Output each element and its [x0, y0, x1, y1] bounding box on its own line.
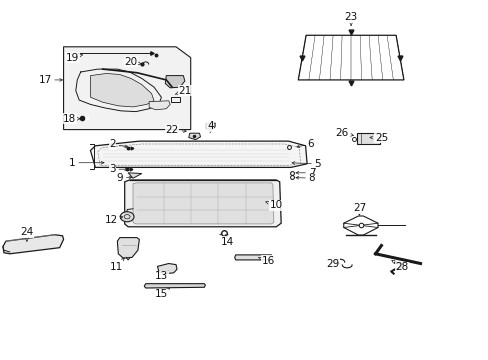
- Text: 19: 19: [65, 53, 82, 63]
- Text: 21: 21: [175, 86, 191, 96]
- Text: 1: 1: [69, 158, 104, 168]
- Polygon shape: [157, 264, 177, 274]
- Text: 3: 3: [109, 164, 127, 174]
- Circle shape: [120, 212, 134, 222]
- Text: 18: 18: [62, 114, 80, 124]
- Text: 23: 23: [344, 12, 357, 26]
- Polygon shape: [188, 133, 200, 140]
- Bar: [356, 133, 380, 144]
- Text: 10: 10: [265, 200, 282, 210]
- Polygon shape: [128, 173, 142, 178]
- Text: 5: 5: [291, 159, 321, 169]
- Text: 13: 13: [154, 271, 168, 282]
- Text: 6: 6: [296, 139, 313, 149]
- Text: 29: 29: [325, 258, 339, 269]
- Text: 2: 2: [109, 139, 127, 149]
- Polygon shape: [149, 101, 170, 110]
- Polygon shape: [90, 73, 154, 107]
- Text: 9: 9: [116, 173, 132, 183]
- Text: 16: 16: [258, 256, 274, 266]
- Text: 24: 24: [20, 227, 34, 241]
- Polygon shape: [3, 235, 63, 254]
- Text: 25: 25: [369, 132, 387, 143]
- Polygon shape: [63, 47, 190, 130]
- Polygon shape: [144, 284, 205, 288]
- Polygon shape: [234, 255, 272, 260]
- Text: 4: 4: [206, 121, 213, 132]
- Polygon shape: [124, 180, 281, 227]
- Text: 7: 7: [295, 168, 315, 178]
- Text: 8: 8: [295, 173, 315, 183]
- Text: 11: 11: [109, 258, 124, 272]
- Polygon shape: [90, 141, 306, 167]
- Polygon shape: [133, 183, 273, 224]
- Text: 14: 14: [220, 235, 234, 247]
- Text: 22: 22: [165, 125, 186, 135]
- Text: 26: 26: [335, 128, 353, 138]
- Polygon shape: [206, 123, 215, 129]
- Text: 20: 20: [124, 57, 141, 67]
- Text: 27: 27: [352, 203, 366, 215]
- Polygon shape: [165, 76, 184, 88]
- Polygon shape: [117, 238, 139, 258]
- Text: 17: 17: [38, 75, 62, 85]
- Text: 15: 15: [154, 288, 169, 300]
- Text: 12: 12: [104, 215, 122, 225]
- Text: 28: 28: [391, 260, 408, 272]
